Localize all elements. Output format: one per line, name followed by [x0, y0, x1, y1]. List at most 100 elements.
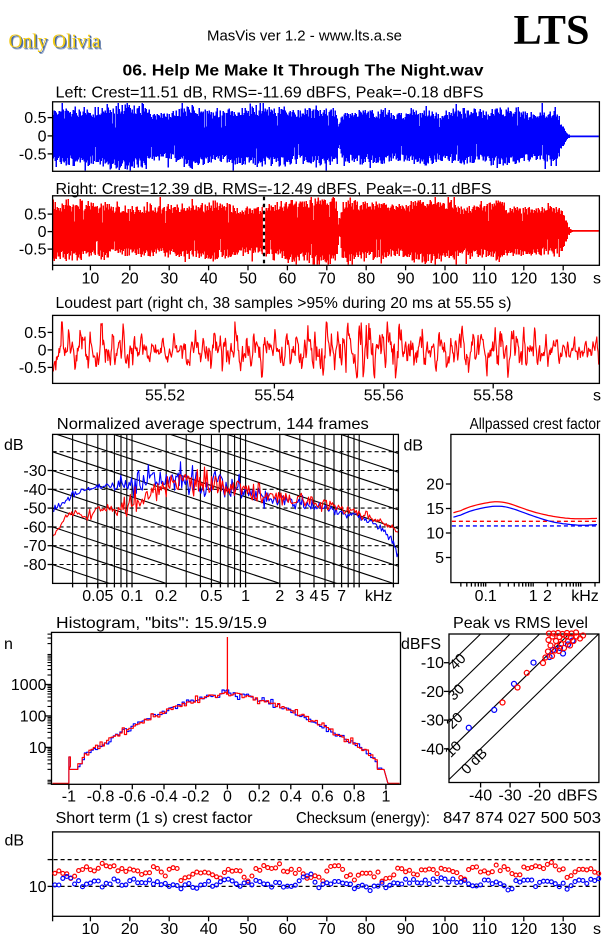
svg-text:Short term (1 s) crest factor: Short term (1 s) crest factor	[56, 810, 254, 827]
svg-text:0.1: 0.1	[475, 588, 497, 605]
svg-text:20: 20	[426, 477, 444, 494]
svg-text:0: 0	[38, 128, 47, 145]
svg-text:-10: -10	[421, 655, 444, 672]
svg-text:Allpassed crest factor: Allpassed crest factor	[470, 416, 602, 433]
svg-text:4: 4	[310, 588, 319, 605]
svg-text:0.05: 0.05	[82, 588, 113, 605]
svg-text:60: 60	[279, 921, 297, 938]
svg-text:-30: -30	[23, 463, 46, 480]
svg-text:10: 10	[82, 921, 100, 938]
svg-text:20: 20	[121, 271, 139, 288]
svg-text:LTS: LTS	[514, 8, 590, 54]
svg-text:MasVis ver 1.2 - www.lts.a.se: MasVis ver 1.2 - www.lts.a.se	[207, 29, 402, 45]
svg-text:kHz: kHz	[365, 588, 393, 605]
svg-text:-0.5: -0.5	[19, 146, 47, 163]
svg-text:0.5: 0.5	[24, 207, 46, 224]
svg-text:Checksum (energy):: Checksum (energy):	[296, 810, 430, 827]
svg-text:kHz: kHz	[571, 588, 599, 605]
svg-text:s: s	[593, 921, 601, 938]
svg-text:-1: -1	[62, 789, 76, 806]
svg-text:55.56: 55.56	[364, 388, 404, 405]
svg-text:-0.6: -0.6	[119, 789, 147, 806]
svg-text:Normalized average spectrum, 1: Normalized average spectrum, 144 frames	[57, 416, 369, 433]
svg-text:0.6: 0.6	[311, 789, 333, 806]
svg-text:5: 5	[321, 588, 330, 605]
svg-text:20: 20	[121, 921, 139, 938]
svg-text:0.4: 0.4	[280, 789, 302, 806]
svg-text:-60: -60	[23, 519, 46, 536]
svg-text:130: 130	[550, 921, 577, 938]
svg-text:40: 40	[200, 271, 218, 288]
svg-text:-80: -80	[23, 557, 46, 574]
svg-text:7: 7	[337, 588, 346, 605]
svg-text:n: n	[4, 636, 13, 653]
svg-text:10: 10	[82, 271, 100, 288]
svg-text:Histogram, "bits": 15.9/15.9: Histogram, "bits": 15.9/15.9	[56, 615, 267, 632]
svg-text:-0.8: -0.8	[87, 789, 115, 806]
svg-text:0.1: 0.1	[121, 588, 143, 605]
svg-text:80: 80	[357, 271, 375, 288]
svg-text:Loudest part (right ch, 38 sam: Loudest part (right ch, 38 samples >95% …	[56, 295, 512, 312]
svg-text:-50: -50	[23, 501, 46, 518]
svg-text:0.2: 0.2	[155, 588, 177, 605]
svg-text:2: 2	[543, 588, 552, 605]
svg-text:-0.5: -0.5	[19, 242, 47, 259]
svg-text:130: 130	[550, 271, 577, 288]
svg-text:-30: -30	[421, 713, 444, 730]
svg-text:847 874 027 500 503: 847 874 027 500 503	[443, 810, 601, 827]
svg-text:70: 70	[318, 921, 336, 938]
svg-text:-40: -40	[421, 741, 444, 758]
svg-text:Only Olivia: Only Olivia	[10, 32, 102, 54]
svg-text:Peak vs RMS level: Peak vs RMS level	[453, 615, 588, 632]
svg-text:Right: Crest=12.39 dB, RMS=-12: Right: Crest=12.39 dB, RMS=-12.49 dBFS, …	[56, 181, 492, 198]
svg-text:80: 80	[357, 921, 375, 938]
svg-text:0.2: 0.2	[248, 789, 270, 806]
svg-text:s: s	[593, 388, 601, 405]
svg-text:100: 100	[432, 271, 459, 288]
svg-text:120: 120	[510, 921, 537, 938]
svg-text:0.5: 0.5	[24, 110, 46, 127]
svg-text:100: 100	[432, 921, 459, 938]
svg-text:Only Olivia: Only Olivia	[10, 32, 102, 54]
svg-text:0: 0	[38, 342, 47, 359]
svg-text:55.52: 55.52	[145, 388, 185, 405]
svg-text:dB: dB	[5, 833, 25, 850]
svg-text:55.54: 55.54	[254, 388, 294, 405]
svg-text:100: 100	[20, 709, 47, 726]
svg-text:0: 0	[38, 224, 47, 241]
svg-text:-0.4: -0.4	[150, 789, 178, 806]
svg-text:3: 3	[295, 588, 304, 605]
svg-text:10: 10	[426, 526, 444, 543]
svg-text:50: 50	[239, 271, 257, 288]
svg-text:30: 30	[160, 271, 178, 288]
svg-text:-40: -40	[469, 788, 492, 805]
svg-text:120: 120	[510, 271, 537, 288]
svg-text:-30: -30	[499, 788, 522, 805]
svg-text:30: 30	[160, 921, 178, 938]
svg-text:50: 50	[239, 921, 257, 938]
svg-text:90: 90	[397, 271, 415, 288]
svg-text:2: 2	[275, 588, 284, 605]
svg-text:15: 15	[426, 501, 444, 518]
svg-text:70: 70	[318, 271, 336, 288]
svg-text:1: 1	[529, 588, 538, 605]
svg-text:-20: -20	[528, 788, 551, 805]
svg-text:06. Help Me Make It Through Th: 06. Help Me Make It Through The Night.wa…	[123, 63, 484, 80]
svg-text:10: 10	[29, 740, 47, 757]
svg-text:0.5: 0.5	[24, 325, 46, 342]
svg-text:dB: dB	[404, 438, 424, 455]
svg-text:55.58: 55.58	[473, 388, 513, 405]
svg-text:110: 110	[472, 921, 498, 938]
svg-text:dB: dB	[4, 437, 24, 454]
svg-text:40: 40	[200, 921, 218, 938]
svg-text:-0.2: -0.2	[182, 789, 210, 806]
svg-text:Left: Crest=11.51 dB, RMS=-11.: Left: Crest=11.51 dB, RMS=-11.69 dBFS, P…	[56, 85, 484, 102]
svg-text:dBFS: dBFS	[557, 788, 597, 805]
svg-text:90: 90	[397, 921, 415, 938]
svg-text:5: 5	[435, 550, 444, 567]
svg-text:1: 1	[241, 588, 250, 605]
svg-text:0: 0	[223, 789, 232, 806]
svg-text:-20: -20	[421, 684, 444, 701]
svg-text:0.8: 0.8	[343, 789, 365, 806]
svg-text:1: 1	[381, 789, 390, 806]
